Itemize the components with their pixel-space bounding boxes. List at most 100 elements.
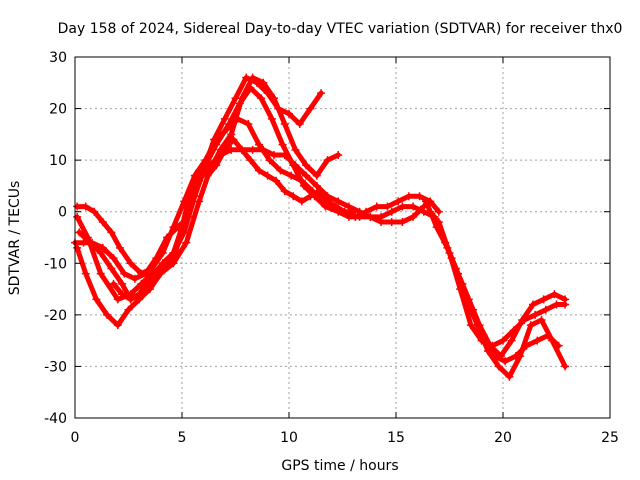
data-point [317,89,326,98]
data-point [229,135,238,144]
data-point [488,341,497,350]
data-point [73,202,82,211]
data-point [550,290,559,299]
data-point [244,120,253,129]
data-point [212,161,221,170]
data-point [169,259,178,268]
data-point [507,336,516,345]
data-point [182,238,191,247]
data-point [152,269,161,278]
data-point [314,187,323,196]
data-point [248,145,257,154]
data-point [280,187,289,196]
x-tick-label: 25 [601,430,619,446]
data-point [73,212,82,221]
data-point [246,83,255,92]
data-point [107,264,116,273]
y-axis-label: SDTVAR / TECUs [7,181,23,296]
data-point [178,223,186,232]
data-point [145,285,154,294]
data-point [195,197,204,206]
data-point [434,218,443,227]
data-point [295,120,304,129]
data-point [520,316,529,325]
series-pass-10 [434,218,570,350]
series-pass-8 [426,207,563,366]
data-point [257,94,266,103]
y-tick-label: -10 [44,256,67,272]
data-series [71,73,570,381]
data-point [115,243,124,252]
data-point [227,130,236,139]
data-point [312,181,321,190]
data-point [394,197,403,206]
data-point [169,223,178,232]
data-point [349,207,358,216]
y-tick-label: 10 [49,153,67,169]
data-point [88,238,97,247]
data-point [552,300,561,309]
data-point [306,192,315,201]
grid-lines [75,57,610,418]
data-point [113,295,122,304]
data-point [426,207,435,216]
data-point [533,336,542,345]
data-point [222,125,231,134]
data-point [430,212,439,221]
data-point [387,207,396,216]
data-point [255,166,264,175]
series-pass-4 [71,145,428,283]
data-point [278,140,287,149]
data-point [332,202,341,211]
data-point [531,310,540,319]
data-point [96,269,105,278]
data-point [169,248,178,257]
data-point [484,346,493,355]
series-line [423,198,568,359]
data-point [158,248,167,257]
data-point [302,161,311,170]
data-point [96,248,105,257]
data-point [113,321,122,330]
series-pass-6 [109,135,358,304]
data-point [539,295,548,304]
data-point [109,254,118,263]
data-point [377,218,386,227]
data-point [107,228,116,237]
data-point [505,372,514,381]
x-tick-label: 5 [178,430,187,446]
data-point [334,197,343,206]
data-point [285,109,293,118]
data-point [120,269,129,278]
data-point [537,316,546,325]
data-point [220,114,229,123]
x-tick-label: 0 [71,430,80,446]
x-tick-label: 20 [494,430,512,446]
data-point [421,197,430,206]
series-pass-3 [75,83,439,304]
y-tick-label: -30 [44,359,67,375]
data-point [126,295,135,304]
data-point [203,171,212,180]
data-point [561,362,570,371]
data-point [528,300,537,309]
data-point [415,192,424,201]
y-tick-label: 30 [49,50,67,66]
data-point [404,192,413,201]
data-point [272,176,281,185]
data-point [270,94,279,103]
data-point [409,212,418,221]
data-point [398,218,407,227]
data-point [526,321,535,330]
data-point [130,274,139,283]
data-point [118,290,127,299]
data-point [466,321,475,330]
y-tick-label: 20 [49,102,67,118]
data-point [297,176,306,185]
data-point [160,259,169,268]
data-point [137,269,146,278]
axes: 0 5 10 15 20 25 -40 -30 -20 -10 0 10 20 30 [44,50,619,446]
data-point [509,326,518,335]
chart-title: Day 158 of 2024, Sidereal Day-to-day VTE… [58,21,623,37]
